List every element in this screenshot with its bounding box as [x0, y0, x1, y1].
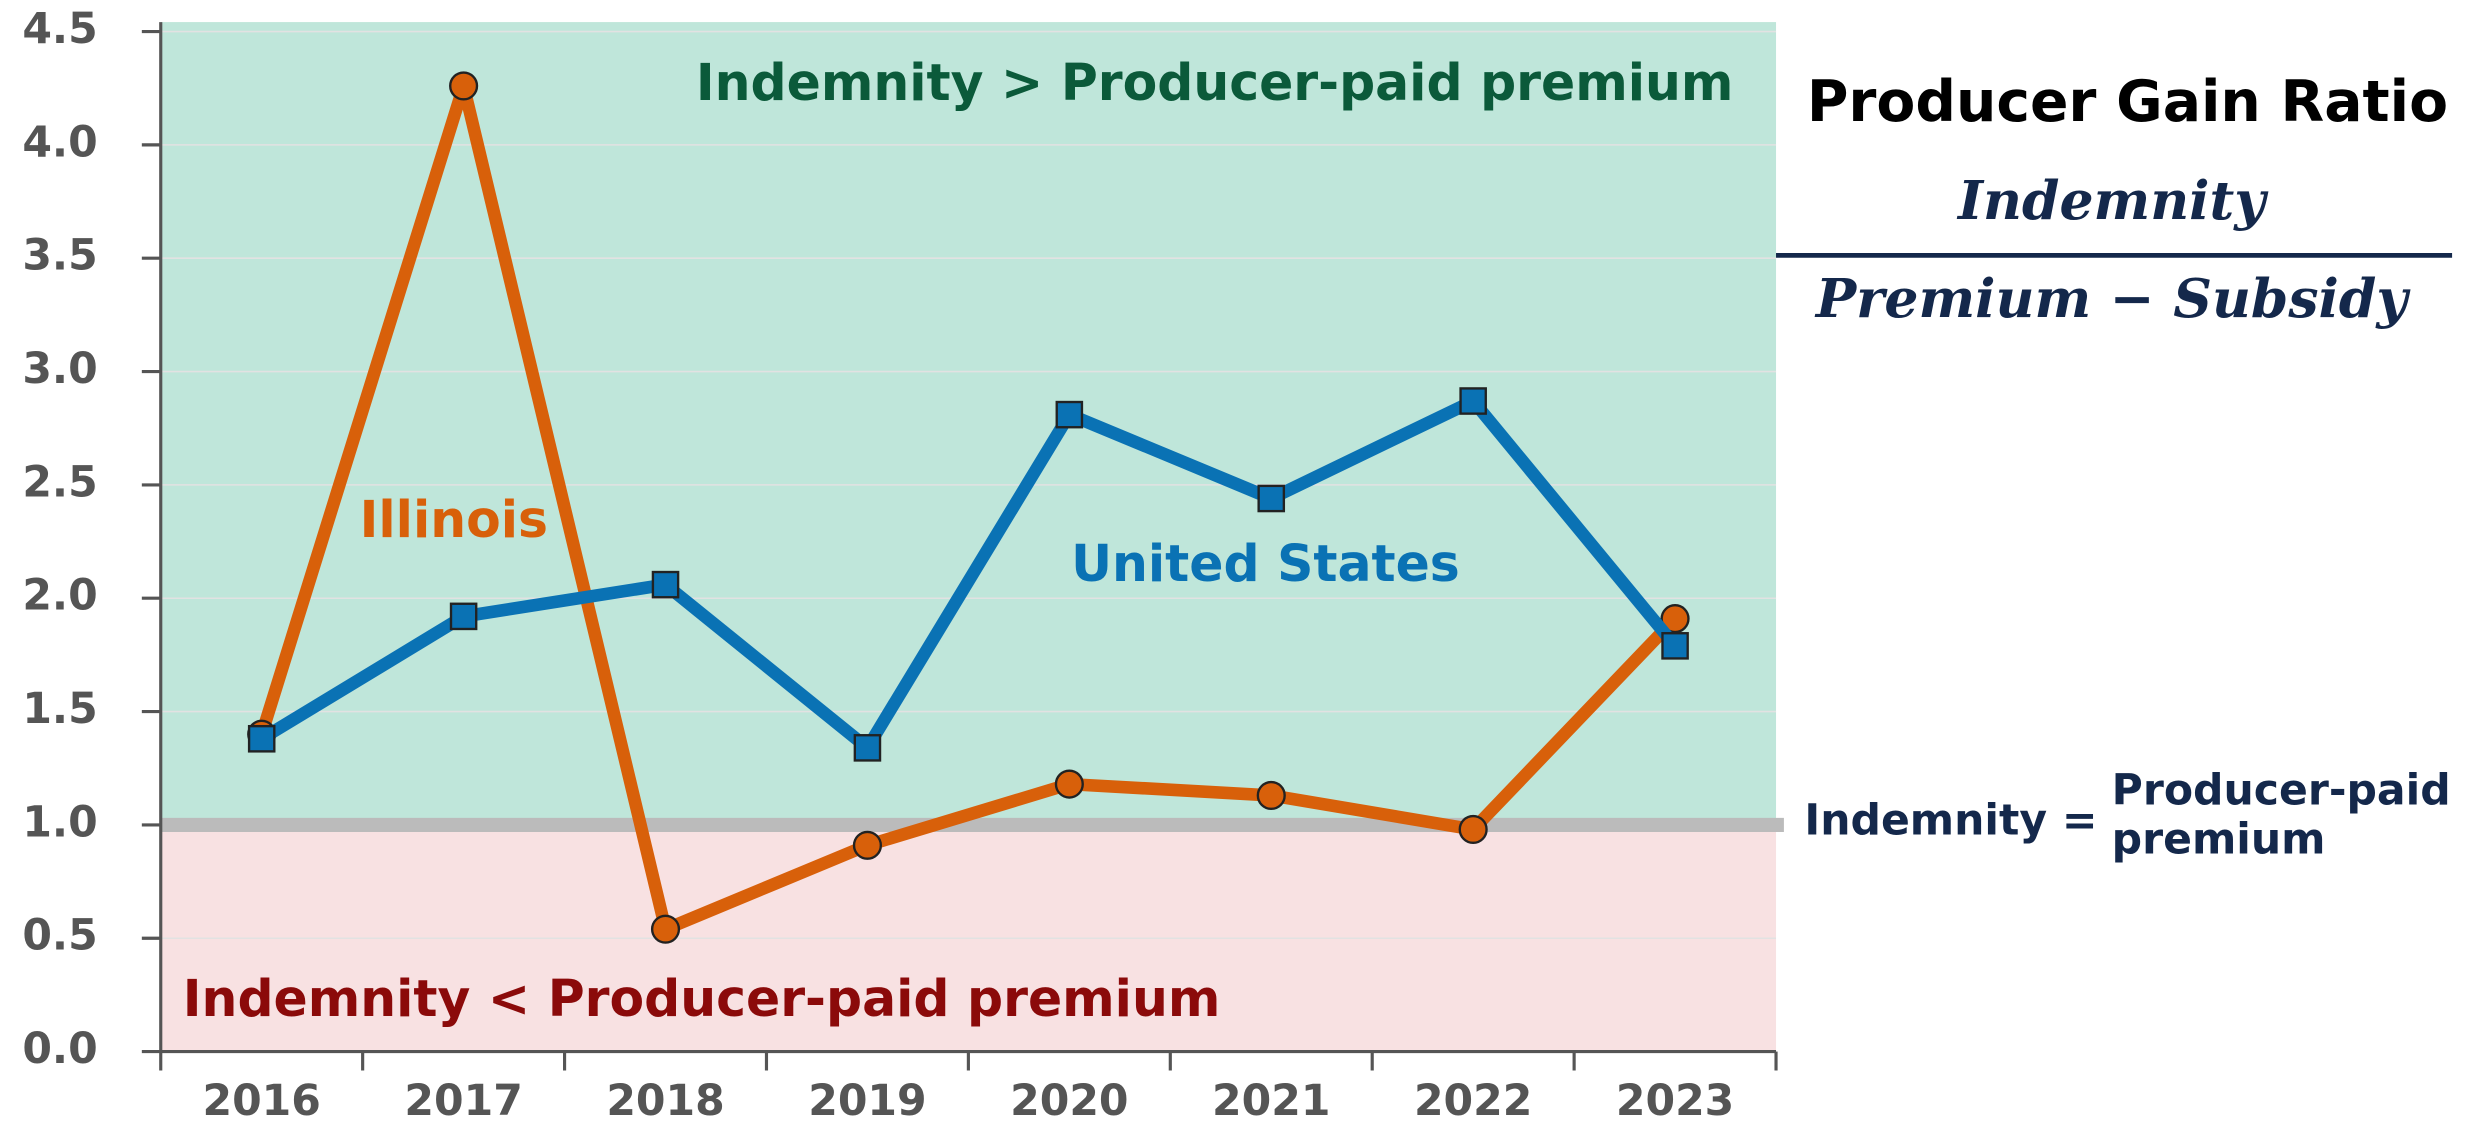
x-tick-label: 2023: [1616, 1077, 1734, 1126]
marker: [1257, 484, 1286, 513]
x-tick-label: 2017: [404, 1077, 522, 1126]
y-tick-label: 2.5: [22, 458, 97, 507]
y-tick-label: 4.5: [22, 5, 97, 54]
marker: [449, 602, 478, 631]
annotation: Indemnity < Producer-paid premium: [183, 969, 1221, 1028]
line-label: Indemnity =: [1804, 796, 2097, 845]
marker: [1256, 780, 1286, 811]
series-line: [258, 394, 1680, 755]
series-label: United States: [1071, 534, 1460, 593]
y-tick-label: 3.5: [22, 232, 97, 281]
marker: [1055, 400, 1084, 429]
marker: [1660, 604, 1690, 634]
line-label: premium: [2112, 815, 2326, 864]
x-tick-label: 2019: [808, 1077, 926, 1126]
marker: [1054, 769, 1084, 799]
marker: [1458, 814, 1488, 845]
marker: [650, 914, 681, 944]
y-tick-label: 0.5: [22, 912, 97, 961]
x-tick-label: 2022: [1414, 1077, 1532, 1126]
marker: [449, 71, 479, 101]
x-tick-label: 2018: [606, 1077, 724, 1126]
line-label: Producer-paid: [2112, 767, 2451, 816]
annotation: Indemnity > Producer-paid premium: [696, 53, 1734, 112]
background: [160, 22, 1777, 1053]
x-tick-label: 2020: [1010, 1077, 1128, 1126]
marker: [853, 734, 882, 762]
region-above: [160, 22, 1777, 825]
y-tick-label: 2.0: [22, 572, 97, 621]
x-tick-label: 2016: [202, 1077, 320, 1126]
marker: [1661, 632, 1689, 660]
y-tick-label: 0.0: [22, 1025, 97, 1074]
marker: [852, 830, 883, 860]
y-tick-label: 1.5: [22, 685, 97, 734]
series-label: Illinois: [360, 490, 548, 549]
series-line: [255, 79, 1680, 936]
marker: [1459, 387, 1487, 415]
marker: [247, 724, 276, 753]
marker: [651, 570, 680, 599]
ratio-title: Producer Gain Ratio: [1807, 69, 2448, 135]
numerator: Indemnity: [1956, 169, 2269, 232]
denominator: Premium − Subsidy: [1814, 267, 2411, 330]
y-tick-label: 3.0: [22, 345, 97, 394]
y-tick-label: 1.0: [22, 798, 97, 847]
x-tick-label: 2021: [1212, 1077, 1330, 1126]
y-tick-label: 4.0: [22, 118, 97, 167]
